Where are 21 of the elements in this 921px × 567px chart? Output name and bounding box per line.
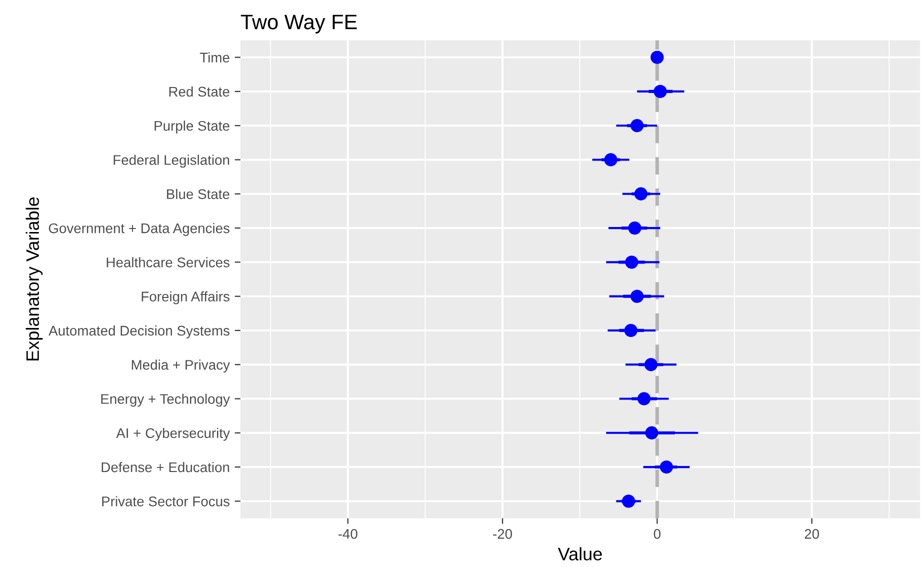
y-tick-label: Automated Decision Systems [48,325,230,338]
y-tick-label: Energy + Technology [101,394,230,407]
y-axis-title: Explanatory Variable [26,197,43,360]
y-tick-label: Private Sector Focus [102,496,230,506]
y-tick-label: Red State [169,86,230,97]
y-tick-label: Foreign Affairs [142,291,230,304]
y-tick-label: Government + Data Agencies [48,223,230,236]
y-tick-label: Blue State [167,188,230,200]
x-tick-label: 20 [804,529,820,539]
y-tick-label: Purple State [154,120,230,134]
y-tick-label: Federal Legislation [114,154,230,168]
y-tick-label: Defense + Education [102,462,230,472]
y-tick-label: Time [200,52,230,62]
x-tick-label: -20 [493,529,512,539]
x-tick-label: 0 [654,529,660,539]
y-tick-label: Healthcare Services [106,257,230,268]
x-axis-title: Value [558,547,602,560]
chart-title: Two Way FE [240,14,357,34]
y-tick-label: Media + Privacy [132,360,230,373]
x-tick-label: -40 [338,529,358,539]
y-tick-label: AI + Cybersecurity [116,428,230,441]
